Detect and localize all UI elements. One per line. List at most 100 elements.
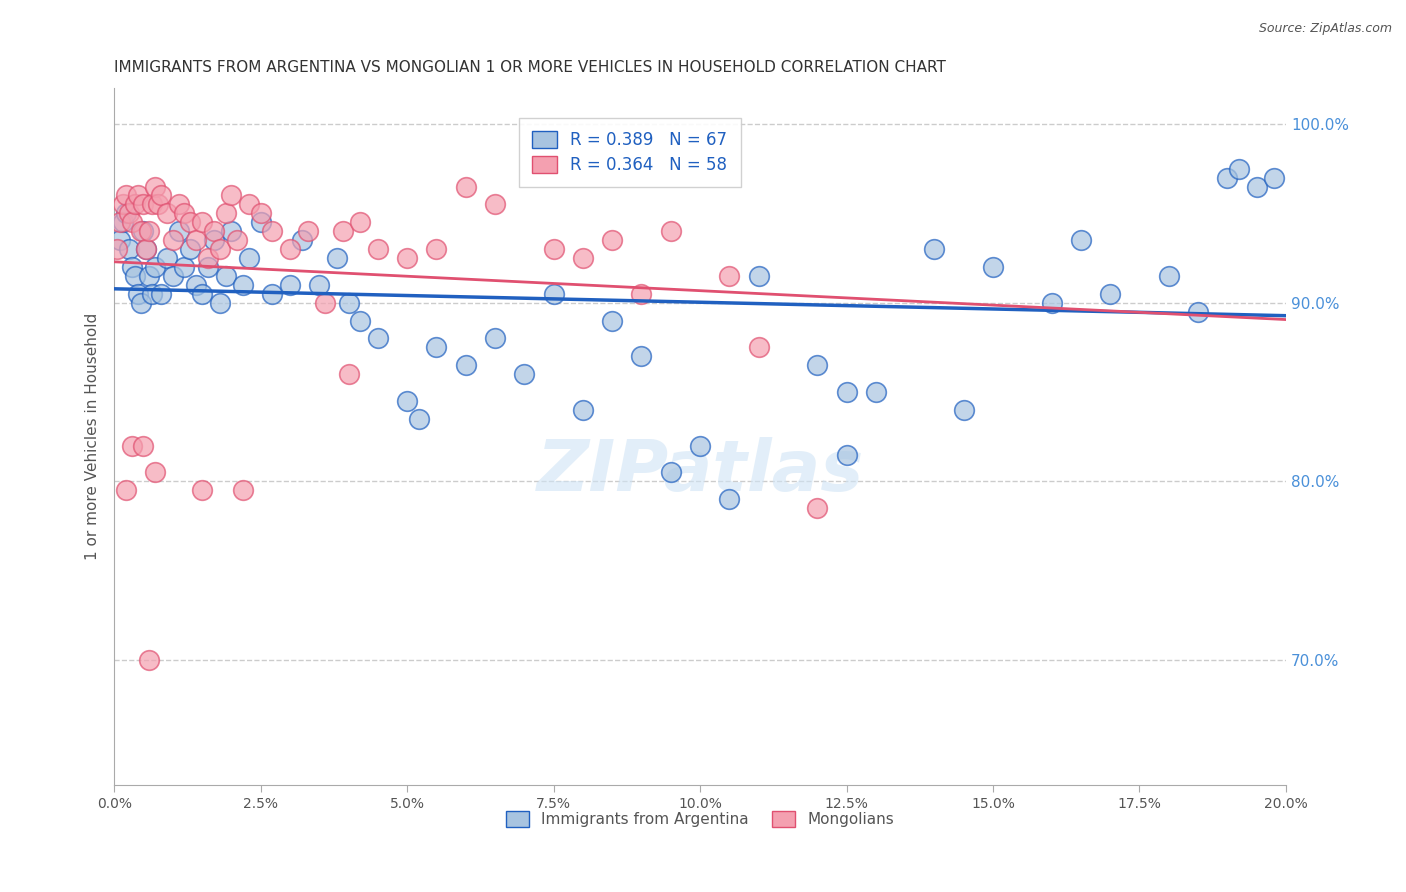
Point — [689, 439, 711, 453]
Point — [314, 295, 336, 310]
Point — [981, 260, 1004, 274]
Point — [630, 286, 652, 301]
Point — [291, 233, 314, 247]
Point — [232, 277, 254, 292]
Point — [111, 197, 134, 211]
Point — [425, 340, 447, 354]
Point — [150, 286, 173, 301]
Point — [111, 215, 134, 229]
Point — [167, 197, 190, 211]
Point — [138, 268, 160, 283]
Text: Source: ZipAtlas.com: Source: ZipAtlas.com — [1258, 22, 1392, 36]
Point — [718, 268, 741, 283]
Point — [572, 251, 595, 265]
Point — [408, 412, 430, 426]
Text: IMMIGRANTS FROM ARGENTINA VS MONGOLIAN 1 OR MORE VEHICLES IN HOUSEHOLD CORRELATI: IMMIGRANTS FROM ARGENTINA VS MONGOLIAN 1… — [114, 60, 946, 75]
Point — [197, 260, 219, 274]
Point — [600, 313, 623, 327]
Point — [156, 206, 179, 220]
Point — [127, 188, 149, 202]
Point — [748, 268, 770, 283]
Point — [186, 233, 208, 247]
Point — [1157, 268, 1180, 283]
Point — [214, 268, 236, 283]
Point — [141, 197, 163, 211]
Point — [135, 242, 157, 256]
Point — [141, 286, 163, 301]
Point — [197, 251, 219, 265]
Point — [202, 233, 225, 247]
Point — [718, 492, 741, 507]
Point — [349, 313, 371, 327]
Point — [221, 224, 243, 238]
Point — [1263, 170, 1285, 185]
Point — [748, 340, 770, 354]
Point — [132, 439, 155, 453]
Point — [226, 233, 249, 247]
Point — [121, 215, 143, 229]
Point — [179, 215, 201, 229]
Point — [337, 367, 360, 381]
Point — [262, 286, 284, 301]
Point — [238, 251, 260, 265]
Point — [143, 260, 166, 274]
Point — [108, 233, 131, 247]
Point — [138, 653, 160, 667]
Point — [124, 268, 146, 283]
Point — [349, 215, 371, 229]
Point — [108, 215, 131, 229]
Point — [191, 215, 214, 229]
Point — [162, 233, 184, 247]
Point — [396, 251, 419, 265]
Point — [1216, 170, 1239, 185]
Point — [835, 384, 858, 399]
Point — [208, 295, 231, 310]
Point — [214, 206, 236, 220]
Point — [308, 277, 330, 292]
Point — [179, 242, 201, 256]
Point — [132, 197, 155, 211]
Point — [129, 224, 152, 238]
Point — [167, 224, 190, 238]
Point — [115, 206, 138, 220]
Point — [484, 331, 506, 345]
Point — [124, 197, 146, 211]
Point — [121, 439, 143, 453]
Point — [138, 224, 160, 238]
Point — [121, 260, 143, 274]
Point — [543, 242, 565, 256]
Point — [173, 260, 195, 274]
Point — [202, 224, 225, 238]
Y-axis label: 1 or more Vehicles in Household: 1 or more Vehicles in Household — [86, 313, 100, 560]
Point — [221, 188, 243, 202]
Text: ZIPatlas: ZIPatlas — [536, 437, 863, 506]
Point — [337, 295, 360, 310]
Point — [835, 448, 858, 462]
Point — [118, 242, 141, 256]
Point — [146, 197, 169, 211]
Point — [1246, 179, 1268, 194]
Point — [326, 251, 349, 265]
Point — [115, 483, 138, 498]
Point — [367, 331, 389, 345]
Point — [262, 224, 284, 238]
Point — [191, 286, 214, 301]
Point — [630, 349, 652, 363]
Point — [115, 188, 138, 202]
Point — [191, 483, 214, 498]
Point — [806, 501, 828, 516]
Point — [513, 367, 536, 381]
Point — [924, 242, 946, 256]
Point — [129, 295, 152, 310]
Point — [952, 403, 974, 417]
Point — [150, 188, 173, 202]
Point — [543, 286, 565, 301]
Point — [162, 268, 184, 283]
Point — [232, 483, 254, 498]
Point — [132, 224, 155, 238]
Point — [659, 466, 682, 480]
Point — [278, 242, 301, 256]
Point — [278, 277, 301, 292]
Point — [1227, 161, 1250, 176]
Point — [484, 197, 506, 211]
